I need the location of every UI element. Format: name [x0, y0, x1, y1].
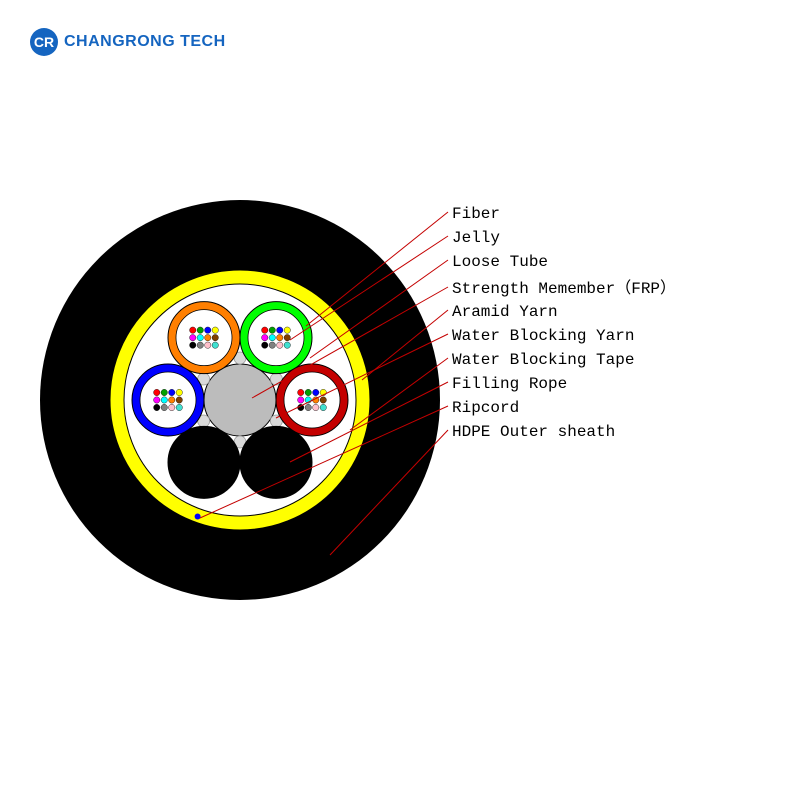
fiber	[197, 334, 203, 340]
fiber	[205, 327, 211, 333]
fiber	[161, 389, 167, 395]
fiber	[269, 342, 275, 348]
fiber	[197, 342, 203, 348]
brand-logo-icon: CR	[30, 28, 58, 56]
fiber	[298, 397, 304, 403]
label-loose_tube: Loose Tube	[452, 250, 548, 275]
fiber	[320, 397, 326, 403]
fiber	[154, 404, 160, 410]
fiber	[284, 334, 290, 340]
fiber	[190, 327, 196, 333]
fiber	[190, 334, 196, 340]
fiber	[169, 389, 175, 395]
label-filling_rope: Filling Rope	[452, 372, 567, 397]
fiber	[269, 327, 275, 333]
label-fiber: Fiber	[452, 202, 500, 227]
jelly	[248, 310, 304, 366]
fiber	[212, 327, 218, 333]
fiber	[277, 342, 283, 348]
fiber	[212, 334, 218, 340]
label-ripcord: Ripcord	[452, 396, 519, 421]
fiber	[305, 389, 311, 395]
label-water_block_yarn: Water Blocking Yarn	[452, 324, 634, 349]
label-hdpe: HDPE Outer sheath	[452, 420, 615, 445]
fiber	[298, 389, 304, 395]
fiber	[313, 389, 319, 395]
loose-tube	[240, 302, 312, 374]
label-aramid_yarn: Aramid Yarn	[452, 300, 558, 325]
fiber	[277, 334, 283, 340]
fiber	[169, 397, 175, 403]
fiber	[176, 389, 182, 395]
fiber	[305, 404, 311, 410]
brand-logo-text: CHANGRONG TECH	[64, 33, 226, 51]
loose-tube	[132, 364, 204, 436]
fiber	[190, 342, 196, 348]
fiber	[161, 397, 167, 403]
fiber	[197, 327, 203, 333]
fiber	[262, 342, 268, 348]
loose-tube	[168, 302, 240, 374]
fiber	[262, 327, 268, 333]
fiber	[205, 342, 211, 348]
fiber	[269, 334, 275, 340]
strength-member	[204, 364, 276, 436]
fiber	[212, 342, 218, 348]
ripcord	[195, 514, 201, 520]
jelly	[176, 310, 232, 366]
fiber	[320, 404, 326, 410]
fiber	[313, 404, 319, 410]
brand-logo: CR CHANGRONG TECH	[30, 28, 226, 56]
fiber	[154, 389, 160, 395]
label-strength_member: Strength Memember（FRP）	[452, 277, 676, 302]
fiber	[277, 327, 283, 333]
fiber	[262, 334, 268, 340]
fiber	[176, 397, 182, 403]
fiber	[176, 404, 182, 410]
filling-rope	[168, 426, 240, 498]
fiber	[205, 334, 211, 340]
label-jelly: Jelly	[452, 226, 500, 251]
fiber	[154, 397, 160, 403]
fiber	[161, 404, 167, 410]
filling-rope	[240, 426, 312, 498]
jelly	[140, 372, 196, 428]
label-water_block_tape: Water Blocking Tape	[452, 348, 634, 373]
fiber	[284, 327, 290, 333]
cable-cross-section-diagram	[40, 180, 760, 620]
fiber	[284, 342, 290, 348]
fiber	[169, 404, 175, 410]
